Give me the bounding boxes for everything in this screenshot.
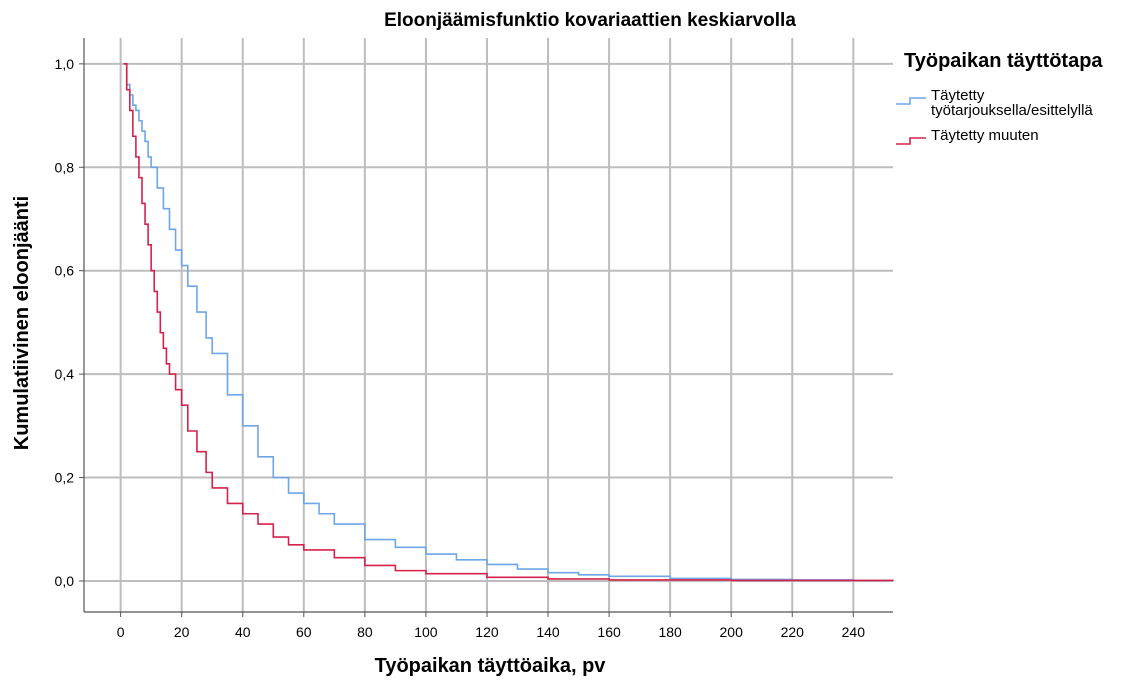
chart-title: Eloonjäämisfunktio kovariaattien keskiar… <box>384 10 796 31</box>
series-line-2 <box>123 63 894 582</box>
y-tick-label: 0,2 <box>55 470 75 486</box>
x-tick-label: 100 <box>414 624 438 640</box>
legend-label: Täytetty <box>931 87 985 104</box>
legend: Työpaikan täyttötapa Täytettytyötarjouks… <box>896 50 1103 145</box>
legend-swatch-2 <box>896 137 926 145</box>
legend-label: Täytetty muuten <box>931 127 1039 144</box>
x-tick-label: 0 <box>117 624 125 640</box>
y-tick-label: 0,0 <box>55 573 75 589</box>
legend-swatch-1 <box>896 97 926 105</box>
x-tick-labels: 0 20 40 60 80 100 120 140 160 180 200 220 240 <box>117 624 865 640</box>
x-tick-label: 40 <box>235 624 251 640</box>
x-tick-label: 220 <box>781 624 805 640</box>
y-tick-label: 1,0 <box>55 56 75 72</box>
x-axis-title: Työpaikan täyttöaika, pv <box>375 655 607 677</box>
x-tick-label: 160 <box>597 624 621 640</box>
x-tick-label: 140 <box>536 624 560 640</box>
x-tick-label: 80 <box>357 624 373 640</box>
series-line-1 <box>123 63 893 582</box>
x-tick-label: 180 <box>658 624 682 640</box>
axes <box>79 38 893 617</box>
x-tick-label: 120 <box>475 624 499 640</box>
legend-label: työtarjouksella/esittelyllä <box>931 102 1093 119</box>
x-tick-label: 200 <box>720 624 744 640</box>
y-tick-label: 0,4 <box>55 366 75 382</box>
y-tick-labels: 0,0 0,2 0,4 0,6 0,8 1,0 <box>55 56 75 589</box>
x-tick-label: 60 <box>296 624 312 640</box>
y-tick-label: 0,8 <box>55 159 75 175</box>
x-tick-label: 20 <box>174 624 190 640</box>
x-tick-label: 240 <box>842 624 866 640</box>
y-tick-label: 0,6 <box>55 263 75 279</box>
legend-title: Työpaikan täyttötapa <box>904 50 1103 72</box>
series-lines <box>123 63 894 582</box>
y-axis-title: Kumulatiivinen eloonjäänti <box>11 196 33 450</box>
